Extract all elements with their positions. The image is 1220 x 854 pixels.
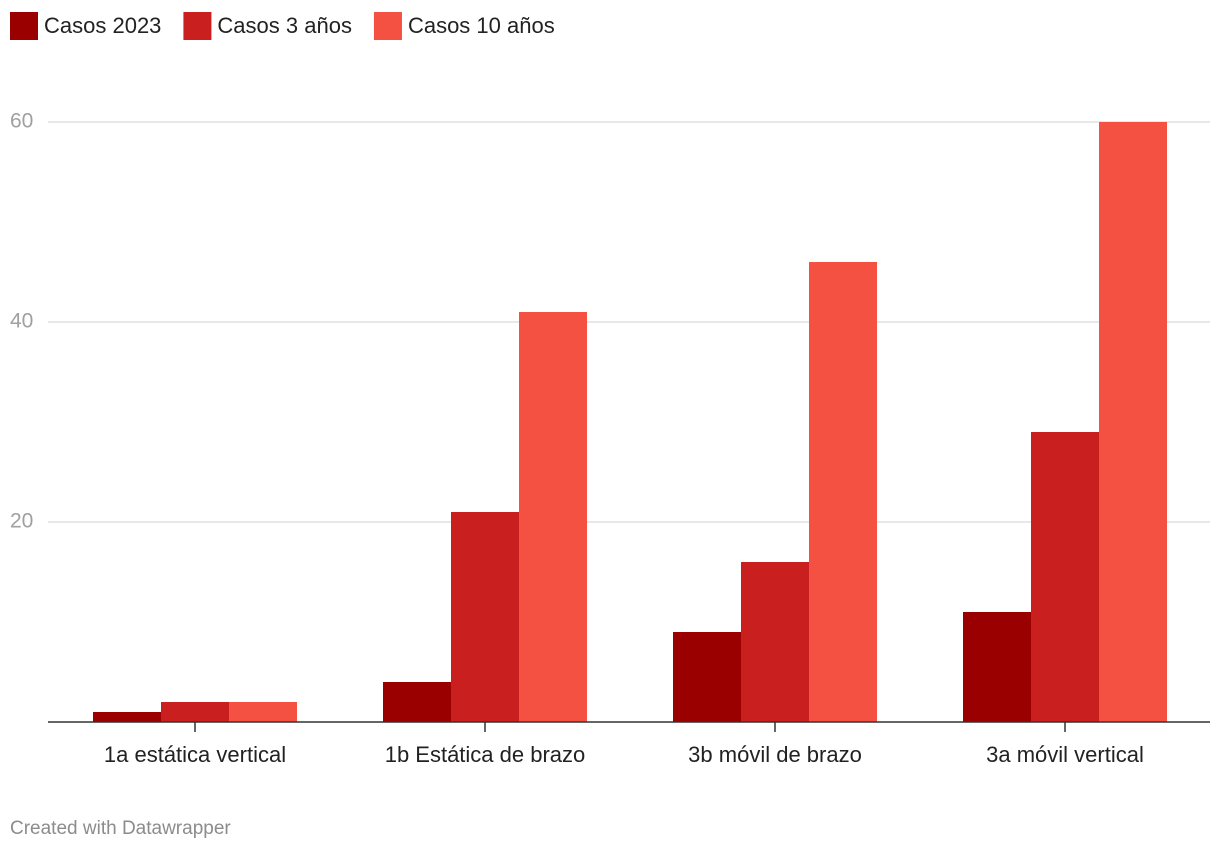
- y-tick-label: 40: [10, 310, 33, 333]
- footer: Created with Datawrapper: [10, 818, 231, 839]
- bar: [519, 312, 587, 722]
- legend-label: Casos 3 años: [217, 13, 352, 38]
- bar: [93, 712, 161, 722]
- bar: [809, 262, 877, 722]
- bar: [161, 702, 229, 722]
- legend-swatch: [373, 12, 402, 40]
- bar: [383, 682, 451, 722]
- x-tick-label: 3b móvil de brazo: [688, 742, 862, 767]
- bar: [451, 512, 519, 722]
- legend-label: Casos 10 años: [408, 13, 555, 38]
- legend-swatch: [10, 12, 38, 40]
- bar: [741, 562, 809, 722]
- x-tick-label: 3a móvil vertical: [986, 742, 1144, 767]
- legend-swatch: [183, 12, 212, 40]
- x-tick-label: 1b Estática de brazo: [385, 742, 586, 767]
- bar: [673, 632, 741, 722]
- bar: [1031, 432, 1099, 722]
- bar: [963, 612, 1031, 722]
- x-tick-label: 1a estática vertical: [104, 742, 286, 767]
- bar: [229, 702, 297, 722]
- y-tick-label: 20: [10, 510, 33, 533]
- bar: [1099, 122, 1167, 722]
- legend-label: Casos 2023: [44, 13, 161, 38]
- y-tick-label: 60: [10, 110, 33, 133]
